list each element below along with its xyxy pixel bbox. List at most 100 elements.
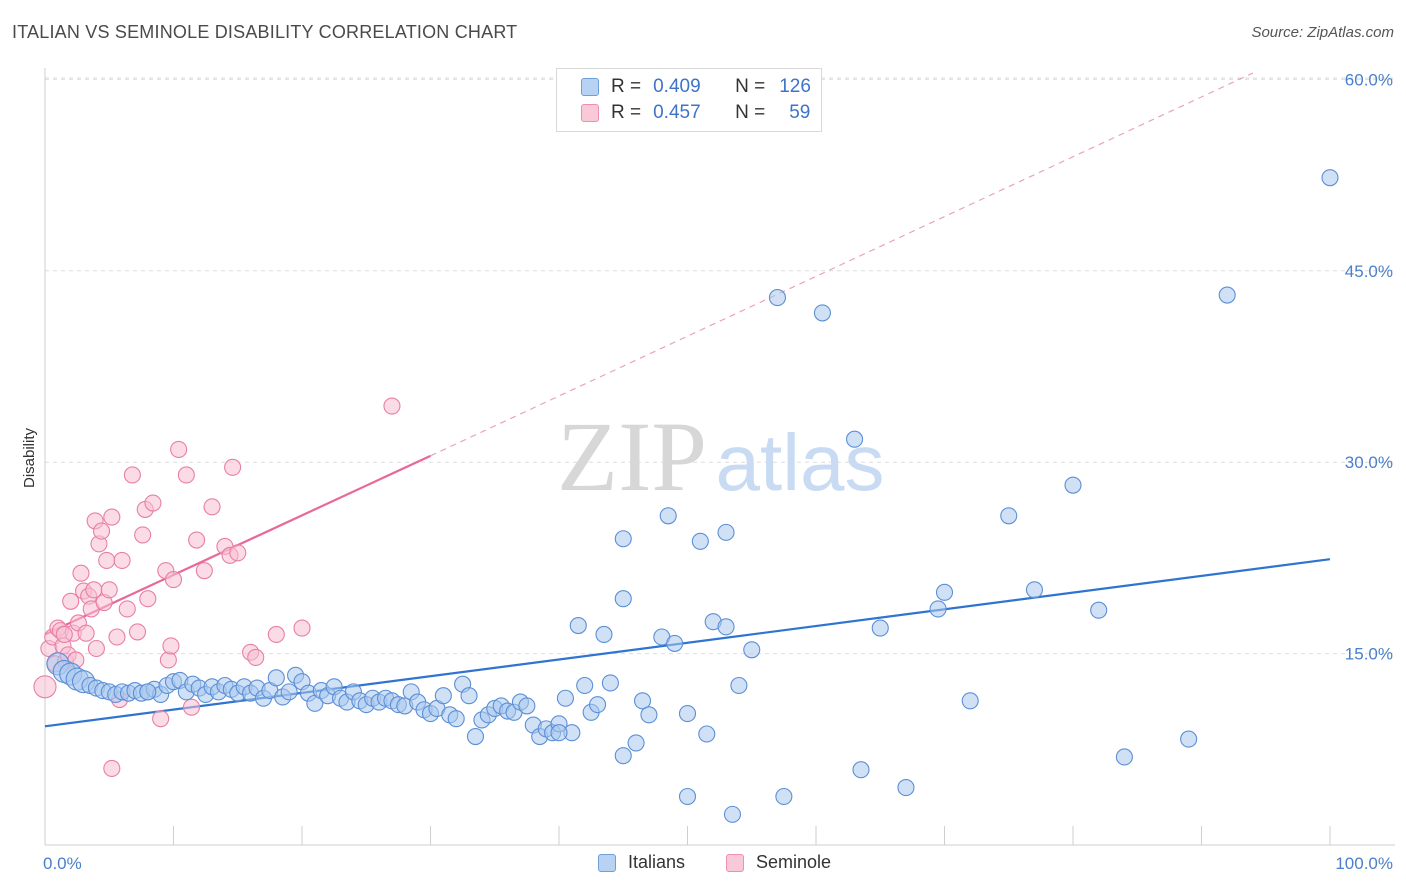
- italians-point: [743, 641, 761, 659]
- seminole-point: [195, 562, 213, 580]
- legend-row-italians: R = 0.409 N = 126: [581, 75, 811, 99]
- italians-point: [614, 747, 632, 765]
- italians-point: [1180, 730, 1198, 748]
- italians-point: [666, 634, 684, 652]
- seminole-point: [188, 531, 206, 549]
- n-value: 59: [789, 102, 811, 123]
- italians-point: [678, 787, 697, 806]
- italians-point: [434, 687, 452, 705]
- seminole-point: [98, 551, 116, 570]
- seminole-point: [144, 494, 162, 512]
- italians-point: [447, 710, 465, 728]
- y-tick-label: 15.0%: [1345, 645, 1393, 664]
- seminole-trend-extension: [430, 72, 1254, 457]
- italians-point: [1115, 748, 1133, 766]
- grid-lines: [45, 77, 1395, 655]
- seminole-point: [118, 600, 136, 618]
- seminole-point: [170, 440, 188, 458]
- seminole-point: [92, 522, 111, 540]
- italians-point: [1025, 581, 1043, 599]
- seminole-point: [103, 759, 121, 777]
- seminole-points: [33, 397, 401, 777]
- italians-point: [556, 689, 574, 707]
- italians-point: [845, 430, 864, 448]
- italians-point: [614, 530, 632, 548]
- italians-point: [717, 523, 735, 541]
- n-value: 126: [779, 76, 811, 97]
- legend-label-seminole: Seminole: [756, 852, 832, 872]
- italians-point: [730, 676, 748, 695]
- italians-point: [576, 676, 594, 695]
- seminole-point: [72, 564, 90, 582]
- seminole-point: [152, 710, 170, 728]
- seminole-point: [293, 619, 311, 637]
- y-tick-label: 60.0%: [1345, 70, 1393, 89]
- seminole-point: [62, 592, 80, 610]
- italians-point: [460, 687, 478, 705]
- italians-point: [640, 706, 658, 724]
- seminole-point: [77, 624, 95, 642]
- n-label: N =: [735, 76, 766, 97]
- watermark-atlas: atlas: [716, 418, 885, 507]
- n-label: N =: [735, 102, 766, 123]
- italians-point: [1000, 507, 1018, 525]
- legend-label-italians: Italians: [628, 852, 686, 872]
- seminole-point: [134, 526, 152, 544]
- r-value: 0.457: [653, 102, 701, 123]
- seminole-point: [162, 637, 180, 655]
- seminole-point: [128, 623, 147, 641]
- italians-point: [935, 583, 954, 601]
- italians-point: [897, 779, 915, 797]
- italians-point: [633, 692, 652, 710]
- seminole-swatch: [581, 104, 599, 122]
- italians-point: [627, 734, 645, 752]
- tick-labels: 15.0% 30.0% 45.0% 60.0% 0.0% 100.0%: [43, 70, 1393, 873]
- italians-point: [569, 616, 587, 635]
- seminole-point: [33, 675, 57, 699]
- seminole-point: [55, 625, 73, 644]
- seminole-swatch: [726, 853, 744, 872]
- italians-point: [466, 727, 485, 746]
- r-value: 0.409: [653, 76, 701, 97]
- seminole-point: [224, 458, 242, 476]
- chart-title: ITALIAN VS SEMINOLE DISABILITY CORRELATI…: [12, 22, 518, 42]
- italians-point: [614, 590, 632, 608]
- italians-point: [723, 805, 742, 823]
- italians-point: [267, 669, 285, 687]
- italians-point: [717, 618, 735, 636]
- watermark: ZIP atlas: [557, 401, 884, 512]
- italians-point: [678, 705, 697, 723]
- axes: [44, 68, 1395, 846]
- seminole-point: [85, 581, 103, 599]
- legend-row-seminole: R = 0.457 N = 59: [581, 101, 810, 125]
- r-label: R =: [611, 76, 642, 97]
- trend-lines: [44, 72, 1331, 728]
- seminole-point: [87, 639, 105, 658]
- seminole-point: [247, 648, 265, 666]
- seminole-point: [139, 590, 157, 608]
- italians-point: [961, 692, 979, 710]
- italians-swatch: [581, 78, 599, 96]
- italians-points: [46, 169, 1339, 823]
- italians-point: [1064, 476, 1082, 494]
- watermark-zip: ZIP: [557, 401, 707, 512]
- seminole-point: [103, 508, 121, 526]
- italians-point: [659, 507, 677, 525]
- y-axis-label: Disability: [21, 427, 38, 488]
- italians-point: [588, 696, 607, 714]
- x-tick-label: 0.0%: [43, 854, 82, 873]
- italians-point: [813, 304, 831, 322]
- italians-point: [550, 724, 568, 742]
- italians-point: [698, 725, 716, 743]
- seminole-point: [383, 397, 401, 415]
- correlation-legend: R = 0.409 N = 126 R = 0.457 N = 59: [556, 68, 822, 132]
- italians-point: [871, 619, 889, 637]
- seminole-point: [100, 581, 118, 599]
- italians-point: [768, 289, 787, 307]
- y-tick-label: 45.0%: [1345, 262, 1393, 281]
- seminole-point: [177, 466, 195, 484]
- y-tick-label: 30.0%: [1345, 453, 1393, 472]
- x-tick-label: 100.0%: [1335, 854, 1393, 873]
- italians-point: [1090, 601, 1108, 619]
